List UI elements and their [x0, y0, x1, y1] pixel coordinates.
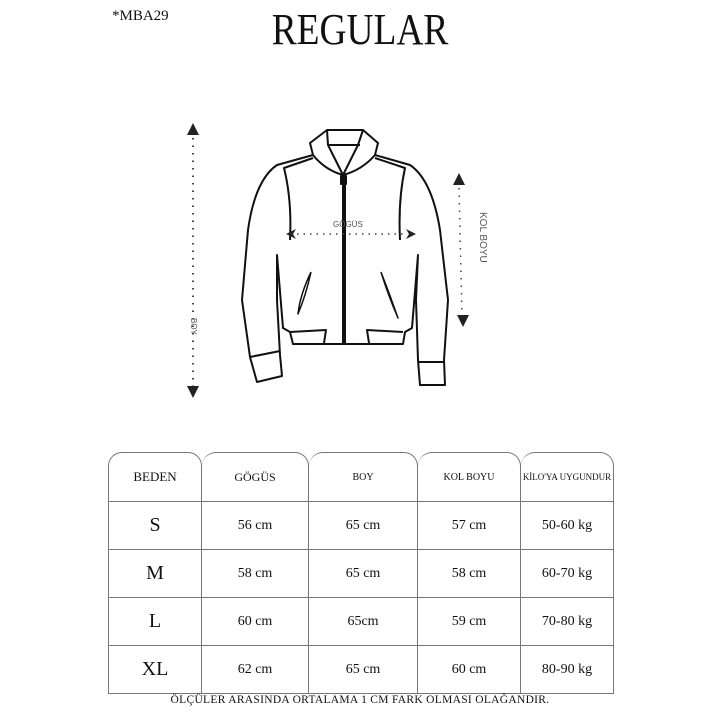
- header-boy: BOY: [309, 452, 418, 502]
- value-cell: 70-80 kg: [521, 598, 614, 646]
- size-table: BEDEN GÖGÜS BOY KOL BOYU KİLO'YA UYGUNDU…: [108, 452, 614, 694]
- gogus-label: GÖGÜS: [333, 220, 363, 229]
- table-row: L 60 cm 65cm 59 cm 70-80 kg: [108, 598, 614, 646]
- table-row: M 58 cm 65 cm 58 cm 60-70 kg: [108, 550, 614, 598]
- value-cell: 60 cm: [202, 598, 309, 646]
- measurement-note: ÖLÇÜLER ARASINDA ORTALAMA 1 CM FARK OLMA…: [170, 694, 550, 706]
- size-cell: S: [108, 502, 202, 550]
- jacket-illustration: [187, 123, 469, 398]
- value-cell: 65cm: [309, 598, 418, 646]
- kol-boyu-arrow: [453, 173, 469, 327]
- value-cell: 65 cm: [309, 550, 418, 598]
- fit-title: REGULAR: [271, 5, 449, 54]
- gogus-arrow: [286, 229, 416, 239]
- value-cell: 56 cm: [202, 502, 309, 550]
- pockets: [297, 271, 399, 319]
- collar: [312, 129, 376, 176]
- value-cell: 58 cm: [418, 550, 521, 598]
- size-cell: L: [108, 598, 202, 646]
- size-cell: XL: [108, 646, 202, 694]
- value-cell: 65 cm: [309, 502, 418, 550]
- raglan-seams: [283, 157, 406, 241]
- table-row: S 56 cm 65 cm 57 cm 50-60 kg: [108, 502, 614, 550]
- zipper: [342, 175, 346, 343]
- product-code: *MBA29: [112, 8, 169, 24]
- value-cell: 60-70 kg: [521, 550, 614, 598]
- table-header-row: BEDEN GÖGÜS BOY KOL BOYU KİLO'YA UYGUNDU…: [108, 452, 614, 502]
- value-cell: 60 cm: [418, 646, 521, 694]
- value-cell: 80-90 kg: [521, 646, 614, 694]
- header-kol-boyu: KOL BOYU: [418, 452, 521, 502]
- header-beden: BEDEN: [108, 452, 202, 502]
- cuffs: [249, 350, 444, 363]
- kol-boyu-label: KOL BOYU: [477, 212, 488, 263]
- boy-arrow: [187, 123, 199, 398]
- value-cell: 58 cm: [202, 550, 309, 598]
- value-cell: 62 cm: [202, 646, 309, 694]
- value-cell: 50-60 kg: [521, 502, 614, 550]
- boy-label: BOY: [189, 318, 198, 335]
- size-cell: M: [108, 550, 202, 598]
- value-cell: 57 cm: [418, 502, 521, 550]
- value-cell: 65 cm: [309, 646, 418, 694]
- hem-band: [289, 329, 404, 344]
- header-gogus: GÖGÜS: [202, 452, 309, 502]
- header-kilo: KİLO'YA UYGUNDUR: [521, 452, 614, 502]
- table-row: XL 62 cm 65 cm 60 cm 80-90 kg: [108, 646, 614, 694]
- value-cell: 59 cm: [418, 598, 521, 646]
- jacket-body: [241, 129, 449, 386]
